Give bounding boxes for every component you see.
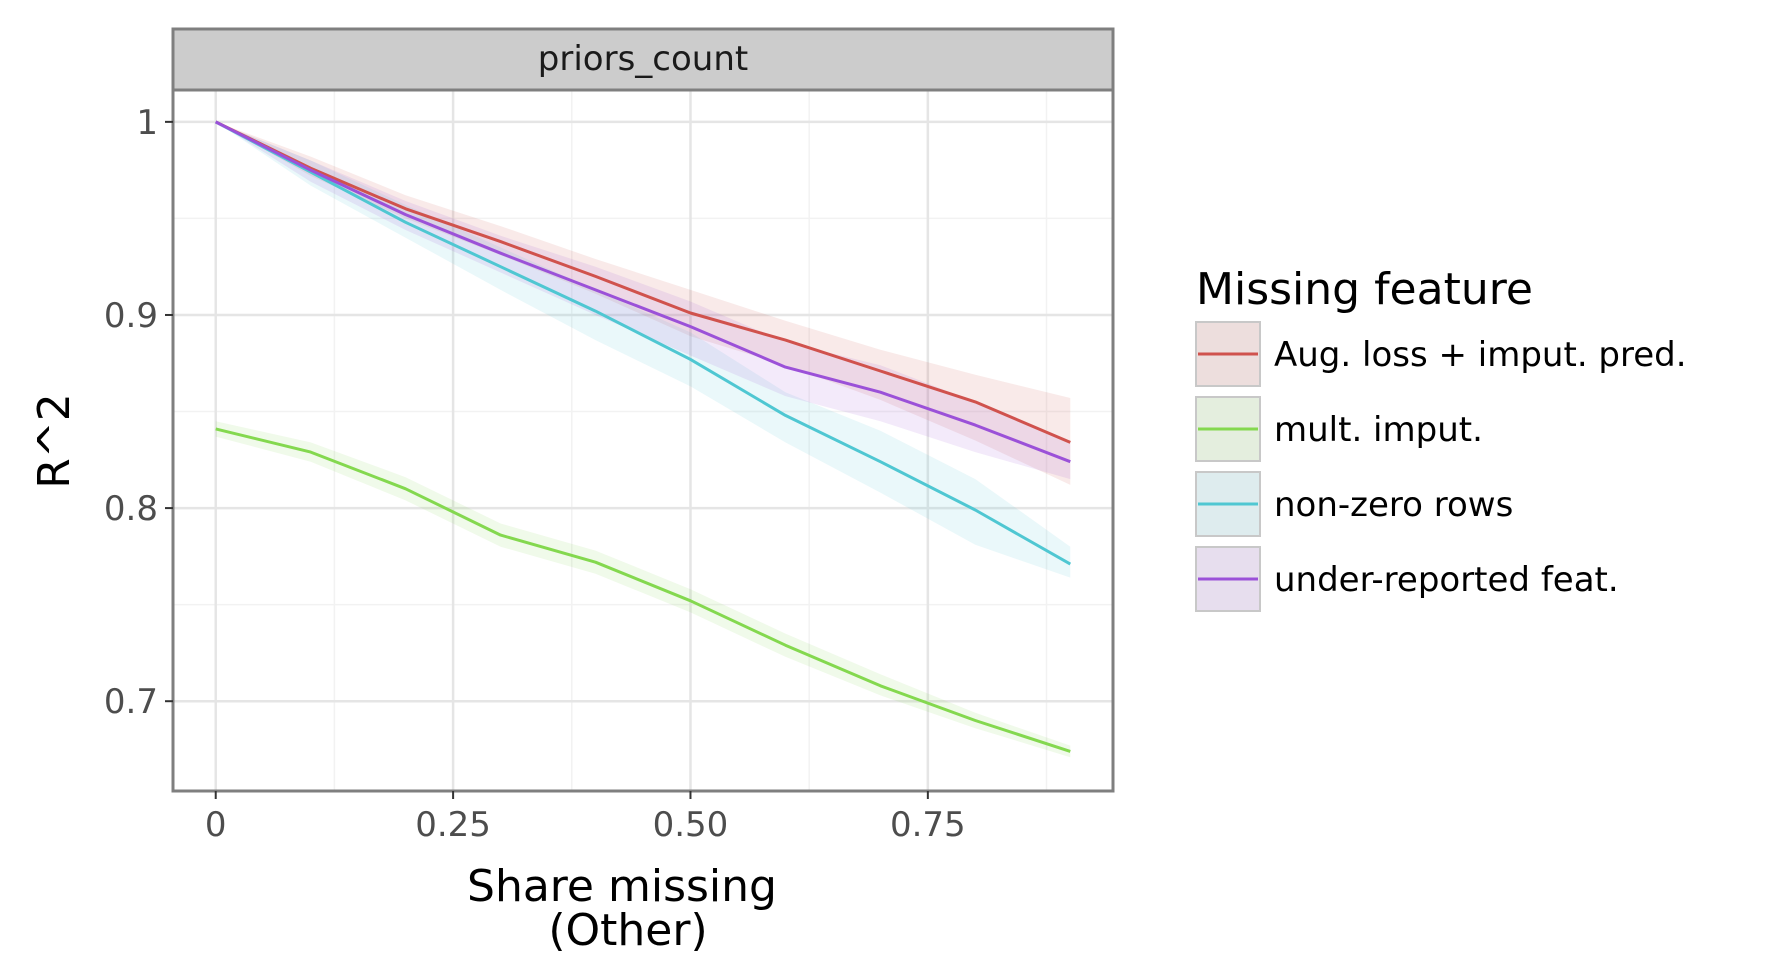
legend: Aug. loss + imput. pred. mult. imput. non-… bbox=[1195, 321, 1687, 612]
y-tick-label: 0.9 bbox=[104, 296, 158, 336]
x-tick-label: 0.25 bbox=[415, 805, 491, 845]
legend-label-non-zero-rows: non-zero rows bbox=[1274, 485, 1513, 525]
band-non-zero-rows bbox=[215, 121, 1071, 578]
facet-label: priors_count bbox=[538, 39, 748, 79]
band-mult-imput bbox=[215, 421, 1071, 758]
x-axis: 0 0.25 0.50 0.75 bbox=[205, 791, 966, 845]
x-tick-label: 0.75 bbox=[890, 805, 966, 845]
minor-gridlines bbox=[173, 90, 1113, 791]
confidence-bands bbox=[215, 121, 1071, 758]
legend-label-under-reported-feat: under-reported feat. bbox=[1274, 560, 1619, 600]
legend-label-aug-loss-imput-pred: Aug. loss + imput. pred. bbox=[1274, 335, 1687, 375]
y-axis-title: R^2 bbox=[29, 393, 80, 488]
line-non-zero-rows bbox=[214, 120, 1072, 566]
x-tick-label: 0.50 bbox=[653, 805, 729, 845]
legend-title: Missing feature bbox=[1196, 264, 1533, 315]
major-gridlines bbox=[173, 90, 1113, 791]
y-axis: 0.7 0.8 0.9 1 bbox=[104, 103, 173, 722]
y-tick-label: 0.8 bbox=[104, 489, 158, 529]
band-under-reported-feat bbox=[215, 121, 1071, 480]
y-tick-label: 1 bbox=[136, 103, 158, 143]
series-lines bbox=[214, 120, 1072, 753]
line-under-reported-feat bbox=[215, 120, 1071, 464]
y-tick-label: 0.7 bbox=[104, 682, 158, 722]
facet-strip bbox=[171, 27, 1115, 92]
x-axis-title-line-2: (Other) bbox=[548, 905, 707, 956]
plot-panel bbox=[173, 90, 1113, 791]
plot-panel-border bbox=[171, 88, 1115, 793]
band-aug-loss-imput-pred bbox=[215, 121, 1071, 485]
line-aug-loss-imput-pred bbox=[215, 120, 1071, 444]
line-mult-imput bbox=[215, 427, 1071, 753]
x-tick-label: 0 bbox=[205, 805, 227, 845]
legend-label-mult-imput: mult. imput. bbox=[1274, 410, 1483, 450]
x-axis-title-line-1: Share missing bbox=[467, 861, 777, 912]
